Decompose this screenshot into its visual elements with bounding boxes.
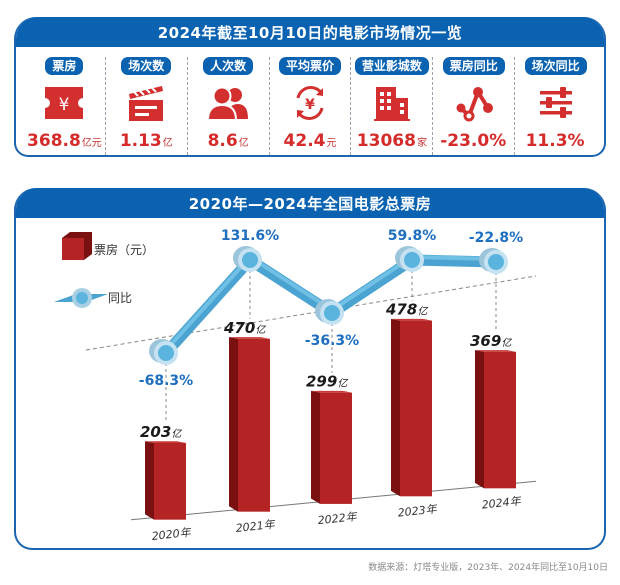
stat-unit: 元 — [326, 138, 337, 149]
stat-screenings: 场次数 1.13亿 — [106, 57, 188, 155]
stat-value: -23.0% — [440, 131, 507, 151]
market-summary-panel: 2024年截至10月10日的电影市场情况一览 票房 ¥ 368.8亿元 场次数 … — [14, 17, 606, 157]
yoy-node: -36.3% — [305, 299, 359, 349]
bar-2020年: 203亿 2020年 — [140, 363, 192, 543]
yoy-value-label: 59.8% — [388, 228, 437, 244]
people-icon — [205, 83, 251, 123]
bar-2023年: 478亿 2023年 — [385, 270, 438, 520]
yoy-value-label: -68.3% — [139, 373, 193, 389]
x-tick-label: 2023年 — [397, 502, 438, 519]
stat-value: 13068 — [356, 131, 416, 151]
x-tick-label: 2022年 — [317, 510, 358, 527]
stat-label: 票房同比 — [442, 57, 505, 75]
box-office-trend-panel: 2020年—2024年全国电影总票房 票房（元） 同比 203亿 2020年 470亿 2… — [14, 188, 606, 550]
summary-title: 2024年截至10月10日的电影市场情况一览 — [16, 17, 604, 47]
stat-label: 场次同比 — [524, 57, 587, 75]
yoy-node: -22.8% — [469, 230, 523, 274]
stat-label: 平均票价 — [279, 57, 342, 75]
stat-value: 8.6 — [207, 131, 238, 151]
yuan-cycle-icon: ¥ — [287, 83, 333, 123]
stat-label: 营业影城数 — [354, 57, 429, 75]
x-tick-label: 2020年 — [151, 526, 192, 543]
data-source-note: 数据来源：灯塔专业版，2023年、2024年同比至10月10日 — [368, 563, 608, 573]
building-icon — [369, 83, 415, 123]
svg-text:¥: ¥ — [59, 95, 70, 115]
x-tick-label: 2021年 — [235, 518, 276, 535]
stat-admissions: 人次数 8.6亿 — [188, 57, 270, 155]
bar-value-label: 478亿 — [385, 301, 428, 319]
stat-avg-price: 平均票价 ¥ 42.4元 — [270, 57, 352, 155]
stat-screenings-yoy: 场次同比 11.3% — [515, 57, 596, 155]
stat-box-office-yoy: 票房同比 -23.0% — [433, 57, 516, 155]
yoy-value-label: -22.8% — [469, 230, 523, 246]
yoy-value-label: 131.6% — [221, 228, 279, 244]
trend-nodes-icon — [451, 83, 497, 123]
stat-unit: 家 — [416, 138, 427, 149]
stat-value: 1.13 — [119, 131, 162, 151]
bar-2024年: 369亿 2024年 — [470, 272, 522, 512]
stat-unit: 亿元 — [81, 138, 102, 149]
trend-title: 2020年—2024年全国电影总票房 — [16, 188, 604, 218]
yoy-node: -68.3% — [139, 339, 193, 389]
stats-row: 票房 ¥ 368.8亿元 场次数 1.13亿 人次数 8.6亿 平均票价 ¥ — [16, 47, 604, 155]
bar-value-label: 299亿 — [306, 373, 348, 391]
stat-label: 场次数 — [121, 57, 172, 75]
clapperboard-icon — [123, 83, 169, 123]
box-office-chart: 票房（元） 同比 203亿 2020年 470亿 2021年 299亿 2022年 478亿 20… — [16, 218, 604, 548]
bar-value-label: 203亿 — [140, 423, 182, 441]
legend-bar-label: 票房（元） — [94, 242, 154, 257]
svg-text:¥: ¥ — [305, 97, 315, 113]
yoy-node: 59.8% — [388, 228, 437, 272]
stat-cinemas: 营业影城数 13068家 — [351, 57, 434, 155]
bar-value-label: 369亿 — [470, 332, 512, 350]
stat-unit: 亿 — [162, 138, 173, 149]
x-tick-label: 2024年 — [481, 494, 522, 511]
yoy-node: 131.6% — [221, 228, 279, 272]
stat-label: 人次数 — [203, 57, 254, 75]
sliders-icon — [533, 83, 579, 123]
stat-box-office: 票房 ¥ 368.8亿元 — [24, 57, 106, 155]
chart-legend: 票房（元） 同比 — [54, 232, 154, 308]
stat-unit: 亿 — [238, 138, 249, 149]
yoy-value-label: -36.3% — [305, 333, 359, 349]
stat-value: 42.4 — [283, 131, 326, 151]
ticket-yuan-icon: ¥ — [41, 83, 87, 123]
stat-value: 11.3% — [525, 131, 585, 151]
bar-2022年: 299亿 2022年 — [306, 323, 358, 527]
stat-value: 368.8 — [27, 131, 81, 151]
legend-line-label: 同比 — [108, 291, 132, 305]
stat-label: 票房 — [45, 57, 84, 75]
